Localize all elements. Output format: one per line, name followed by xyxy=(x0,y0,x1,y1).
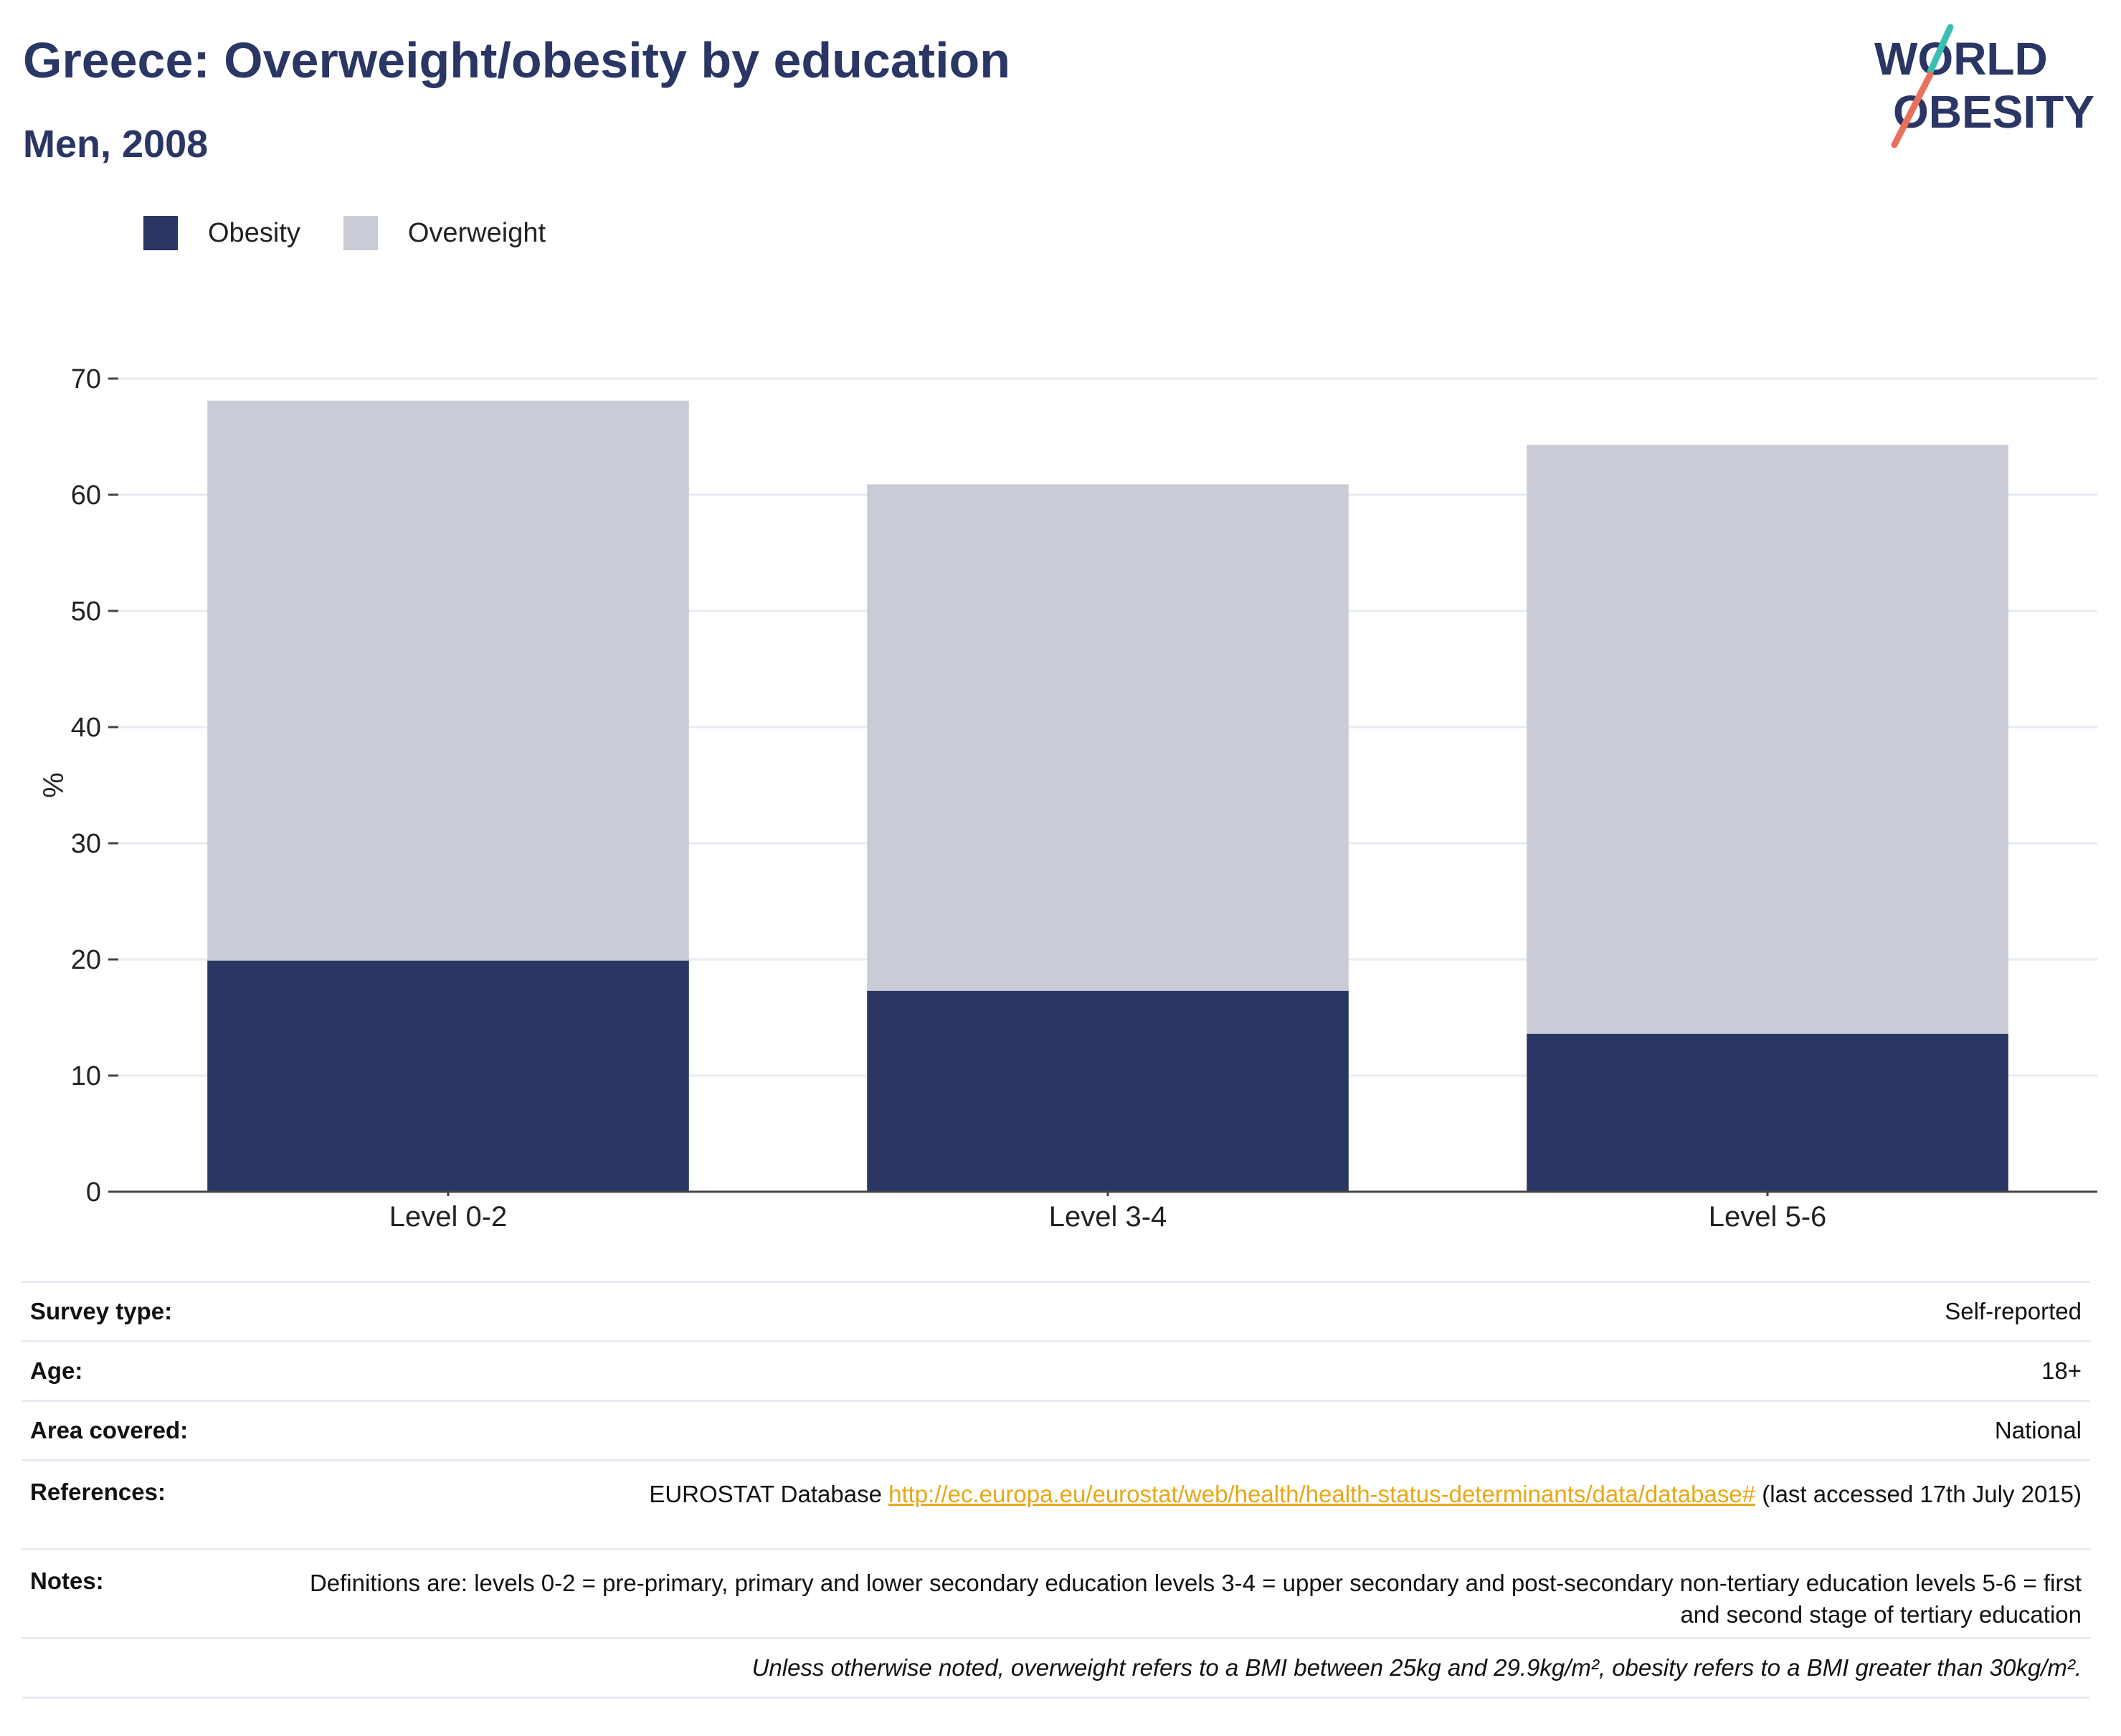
legend-label-obesity: Obesity xyxy=(208,217,300,248)
bar-obesity-1[interactable] xyxy=(207,960,689,1192)
chart-legend: Obesity Overweight xyxy=(143,212,589,255)
meta-label-references: References: xyxy=(30,1479,166,1505)
legend-item-overweight[interactable]: Overweight xyxy=(343,216,546,250)
x-axis-ticks: Level 0-2 Level 3-4 Level 5-6 xyxy=(389,1192,1827,1233)
metadata-table: Survey type: Self-reported Age: 18+ Area… xyxy=(22,1281,2090,1699)
bmi-definition-note: Unless otherwise noted, overweight refer… xyxy=(22,1637,2090,1699)
meta-row-notes: Notes: Definitions are: levels 0-2 = pre… xyxy=(22,1548,2090,1637)
meta-label-notes: Notes: xyxy=(30,1567,104,1594)
meta-label-age: Age: xyxy=(30,1357,83,1384)
references-suffix: (last accessed 17th July 2015) xyxy=(1755,1481,2082,1507)
y-tick-label: 20 xyxy=(71,945,101,975)
page-title: Greece: Overweight/obesity by education xyxy=(23,32,1011,88)
legend-swatch-overweight xyxy=(343,216,378,250)
y-tick-label: 70 xyxy=(71,364,101,394)
y-tick-label: 60 xyxy=(71,480,101,511)
bar-overweight-1[interactable] xyxy=(207,400,689,961)
x-tick-label: Level 3-4 xyxy=(1049,1201,1167,1233)
y-tick-label: 40 xyxy=(71,713,101,743)
meta-row-area: Area covered: National xyxy=(22,1400,2090,1459)
bar-obesity-3[interactable] xyxy=(1527,1033,2008,1192)
logo-line2: OBESITY xyxy=(1893,86,2094,138)
logo-slash-teal xyxy=(1927,24,1954,75)
meta-value-age: 18+ xyxy=(2041,1357,2082,1385)
bar-obesity-2[interactable] xyxy=(867,990,1349,1192)
meta-row-survey-type: Survey type: Self-reported xyxy=(22,1281,2090,1340)
world-obesity-logo: WORLD OBESITY xyxy=(1874,24,2094,148)
page-subtitle: Men, 2008 xyxy=(23,123,209,166)
references-prefix: EUROSTAT Database xyxy=(649,1481,889,1507)
y-axis-label: % xyxy=(37,772,68,798)
y-tick-label: 30 xyxy=(71,829,101,859)
meta-label-survey-type: Survey type: xyxy=(30,1298,173,1324)
references-link[interactable]: http://ec.europa.eu/eurostat/web/health/… xyxy=(888,1481,1756,1507)
meta-row-references: References: EUROSTAT Database http://ec.… xyxy=(22,1459,2090,1548)
meta-row-age: Age: 18+ xyxy=(22,1340,2090,1400)
x-tick-label: Level 5-6 xyxy=(1709,1201,1827,1233)
y-tick-label: 0 xyxy=(86,1177,101,1208)
meta-value-survey-type: Self-reported xyxy=(1945,1298,2082,1325)
logo-line1: WORLD xyxy=(1874,33,2048,85)
legend-label-overweight: Overweight xyxy=(407,217,546,248)
logo-slash-coral xyxy=(1891,71,1934,148)
meta-value-references: EUROSTAT Database http://ec.europa.eu/eu… xyxy=(649,1479,2082,1548)
y-tick-label: 10 xyxy=(71,1061,101,1091)
legend-item-obesity[interactable]: Obesity xyxy=(143,216,300,250)
bar-overweight-3[interactable] xyxy=(1527,445,2008,1034)
meta-label-area: Area covered: xyxy=(30,1417,189,1443)
y-tick-label: 50 xyxy=(71,597,101,627)
meta-value-notes: Definitions are: levels 0-2 = pre-primar… xyxy=(309,1570,2082,1628)
y-axis-ticks: 0 10 20 30 40 50 60 70 xyxy=(71,364,118,1208)
meta-value-area: National xyxy=(1994,1417,2082,1444)
x-tick-label: Level 0-2 xyxy=(389,1201,508,1233)
bar-overweight-2[interactable] xyxy=(867,484,1349,991)
legend-swatch-obesity xyxy=(143,216,178,250)
bars xyxy=(207,400,2008,1192)
